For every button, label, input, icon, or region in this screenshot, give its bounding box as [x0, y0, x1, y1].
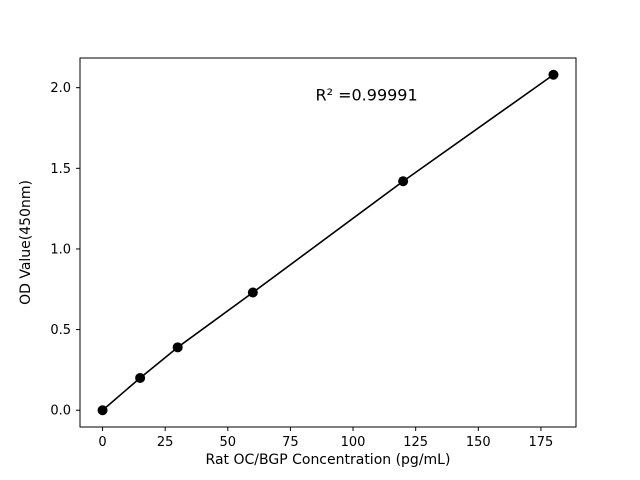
x-tick-label: 75 — [282, 435, 299, 450]
data-point — [548, 69, 559, 80]
y-tick-label: 0.5 — [50, 323, 71, 338]
x-tick-label: 125 — [403, 435, 428, 450]
data-point — [398, 176, 409, 187]
y-tick-label: 0.0 — [50, 404, 71, 419]
r-squared-annotation: R² =0.99991 — [315, 86, 417, 105]
x-tick-label: 100 — [341, 435, 366, 450]
data-point — [97, 405, 108, 416]
data-point — [247, 287, 258, 298]
y-tick-label: 2.0 — [50, 81, 71, 96]
x-tick-label: 150 — [466, 435, 491, 450]
y-axis-label: OD Value(450nm) — [18, 180, 34, 305]
data-point — [135, 372, 146, 383]
y-tick-label: 1.5 — [50, 162, 71, 177]
x-axis-label: Rat OC/BGP Concentration (pg/mL) — [206, 452, 451, 468]
data-point — [172, 342, 183, 353]
plot-spines — [79, 57, 577, 428]
x-tick-label: 50 — [220, 435, 237, 450]
x-tick-label: 25 — [157, 435, 174, 450]
x-tick-label: 0 — [98, 435, 106, 450]
x-tick-label: 175 — [529, 435, 554, 450]
y-tick-label: 1.0 — [50, 242, 71, 257]
data-line — [101, 73, 555, 412]
